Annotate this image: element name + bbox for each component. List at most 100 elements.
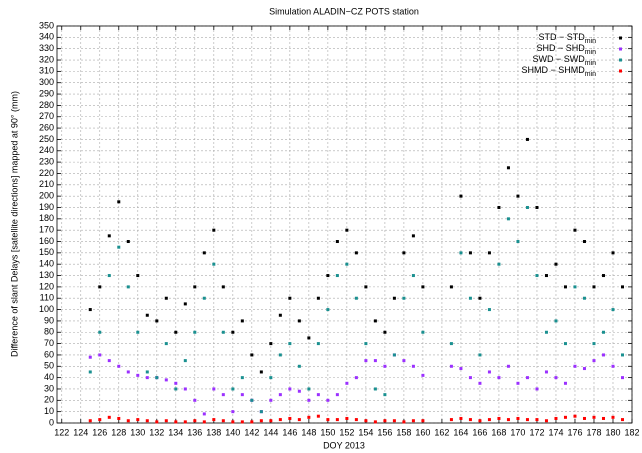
point	[183, 387, 187, 391]
point	[231, 410, 235, 414]
point	[592, 359, 596, 363]
x-tick-label: 152	[339, 427, 354, 437]
y-tick-label: 310	[39, 66, 54, 76]
point	[193, 398, 197, 402]
point	[601, 416, 605, 420]
point	[202, 412, 206, 416]
x-tick-label: 162	[434, 427, 449, 437]
y-tick-label: 40	[44, 372, 54, 382]
point	[107, 359, 111, 363]
x-tick-label: 176	[567, 427, 582, 437]
y-tick-label: 160	[39, 236, 54, 246]
x-tick-label: 144	[263, 427, 278, 437]
point	[592, 342, 596, 346]
point	[554, 416, 558, 420]
point	[155, 319, 159, 323]
point	[525, 418, 529, 422]
point	[307, 415, 311, 419]
legend-marker	[619, 69, 622, 73]
point	[145, 419, 149, 423]
point	[554, 319, 558, 323]
point	[468, 296, 472, 300]
point	[411, 274, 415, 278]
point	[193, 330, 197, 334]
point	[174, 387, 178, 391]
point	[411, 234, 415, 238]
point	[516, 381, 520, 385]
point	[554, 376, 558, 380]
x-tick-label: 132	[149, 427, 164, 437]
x-tick-label: 122	[54, 427, 69, 437]
x-tick-label: 158	[396, 427, 411, 437]
legend-marker	[619, 58, 622, 62]
point	[364, 342, 368, 346]
point	[573, 285, 577, 289]
point	[497, 376, 501, 380]
point	[98, 330, 102, 334]
point	[297, 364, 301, 368]
point	[383, 419, 387, 423]
y-tick-label: 180	[39, 213, 54, 223]
point	[326, 274, 330, 278]
y-tick-label: 30	[44, 383, 54, 393]
point	[544, 274, 548, 278]
point	[421, 419, 425, 423]
point	[326, 398, 330, 402]
point	[335, 240, 339, 244]
point	[259, 370, 263, 374]
point	[278, 353, 282, 357]
point	[563, 285, 567, 289]
legend-subscript: min	[585, 49, 596, 56]
point	[193, 419, 197, 423]
point	[364, 285, 368, 289]
point	[364, 419, 368, 423]
point	[506, 166, 510, 170]
y-tick-label: 140	[39, 259, 54, 269]
point	[459, 194, 463, 198]
point	[88, 355, 92, 359]
point	[525, 205, 529, 209]
point	[383, 330, 387, 334]
point	[288, 296, 292, 300]
point	[221, 419, 225, 423]
legend-subscript: min	[585, 38, 596, 45]
point	[497, 205, 501, 209]
point	[117, 364, 121, 368]
x-tick-label: 124	[73, 427, 88, 437]
point	[316, 296, 320, 300]
point	[231, 387, 235, 391]
point	[326, 418, 330, 422]
point	[402, 296, 406, 300]
point	[535, 205, 539, 209]
point	[611, 308, 615, 312]
point	[402, 251, 406, 255]
legend-subscript: min	[585, 71, 596, 78]
point	[364, 359, 368, 363]
point	[212, 387, 216, 391]
y-tick-label: 230	[39, 156, 54, 166]
y-tick-label: 0	[49, 417, 54, 427]
point	[449, 285, 453, 289]
legend-marker	[619, 47, 622, 51]
point	[88, 370, 92, 374]
point	[497, 416, 501, 420]
point	[373, 359, 377, 363]
point	[421, 330, 425, 334]
point	[98, 285, 102, 289]
point	[535, 387, 539, 391]
x-tick-label: 178	[586, 427, 601, 437]
y-tick-label: 190	[39, 202, 54, 212]
point	[297, 418, 301, 422]
point	[107, 274, 111, 278]
x-tick-label: 168	[491, 427, 506, 437]
point	[544, 419, 548, 423]
x-tick-label: 174	[548, 427, 563, 437]
point	[126, 370, 130, 374]
legend-label: STD − STDmin	[538, 32, 596, 44]
point	[573, 228, 577, 232]
y-tick-label: 120	[39, 281, 54, 291]
y-tick-label: 300	[39, 77, 54, 87]
point	[421, 373, 425, 377]
x-tick-label: 180	[605, 427, 620, 437]
